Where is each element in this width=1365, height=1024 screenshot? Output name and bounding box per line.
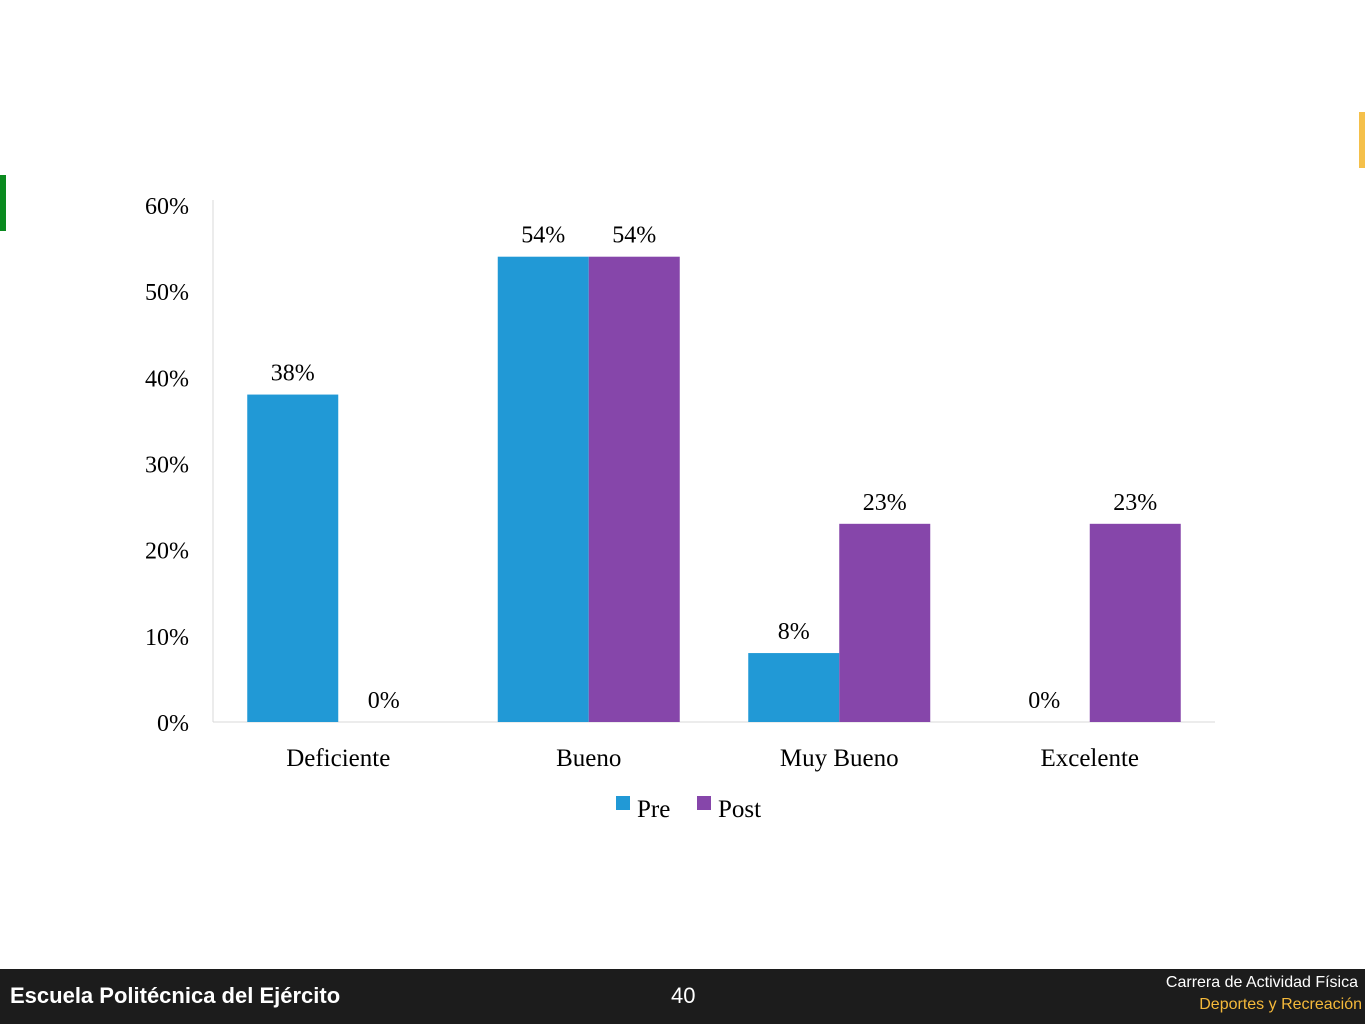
bar-post bbox=[839, 523, 931, 722]
y-tick-label: 40% bbox=[145, 366, 189, 392]
y-tick-label: 0% bbox=[157, 711, 189, 737]
legend-swatch-post bbox=[697, 796, 711, 810]
bar-post bbox=[1089, 523, 1181, 722]
y-tick-label: 60% bbox=[145, 194, 189, 220]
y-tick-label: 50% bbox=[145, 280, 189, 306]
x-tick-label: Muy Bueno bbox=[780, 745, 899, 772]
school-name: Escuela Politécnica del Ejército bbox=[10, 983, 341, 1008]
data-label-post: 0% bbox=[368, 688, 400, 714]
page-number: 40 bbox=[671, 983, 696, 1008]
data-label-pre: 54% bbox=[521, 223, 565, 249]
career-name-line2: Deportes y Recreación bbox=[1199, 996, 1362, 1013]
data-label-post: 23% bbox=[863, 490, 907, 516]
y-tick-label: 30% bbox=[145, 453, 189, 479]
data-label-post: 54% bbox=[612, 223, 656, 249]
x-tick-label: Bueno bbox=[556, 745, 621, 772]
legend-swatch-pre bbox=[616, 796, 630, 810]
data-label-post: 23% bbox=[1113, 490, 1157, 516]
data-label-pre: 38% bbox=[271, 361, 315, 387]
green-accent-bar bbox=[0, 175, 6, 231]
y-tick-label: 20% bbox=[145, 539, 189, 565]
bar-chart: 0% 10% 20% 30% 40% 50% 60% 38% 0% Deficiente 54% 54… bbox=[145, 194, 1215, 823]
bar-post bbox=[588, 256, 680, 722]
data-label-pre: 0% bbox=[1028, 688, 1060, 714]
legend-label-pre: Pre bbox=[637, 796, 670, 823]
footer-bar: Escuela Politécnica del Ejército 40 Carr… bbox=[0, 969, 1365, 1024]
x-tick-label: Deficiente bbox=[286, 745, 390, 772]
orange-accent-bar bbox=[1359, 112, 1365, 168]
legend-label-post: Post bbox=[718, 796, 761, 823]
career-name-line1: Carrera de Actividad Física bbox=[1165, 974, 1358, 991]
y-tick-label: 10% bbox=[145, 625, 189, 651]
data-label-pre: 8% bbox=[778, 619, 810, 645]
bar-pre bbox=[247, 394, 339, 722]
bar-pre bbox=[748, 653, 840, 722]
x-tick-label: Excelente bbox=[1040, 745, 1139, 772]
bar-pre bbox=[497, 256, 589, 722]
